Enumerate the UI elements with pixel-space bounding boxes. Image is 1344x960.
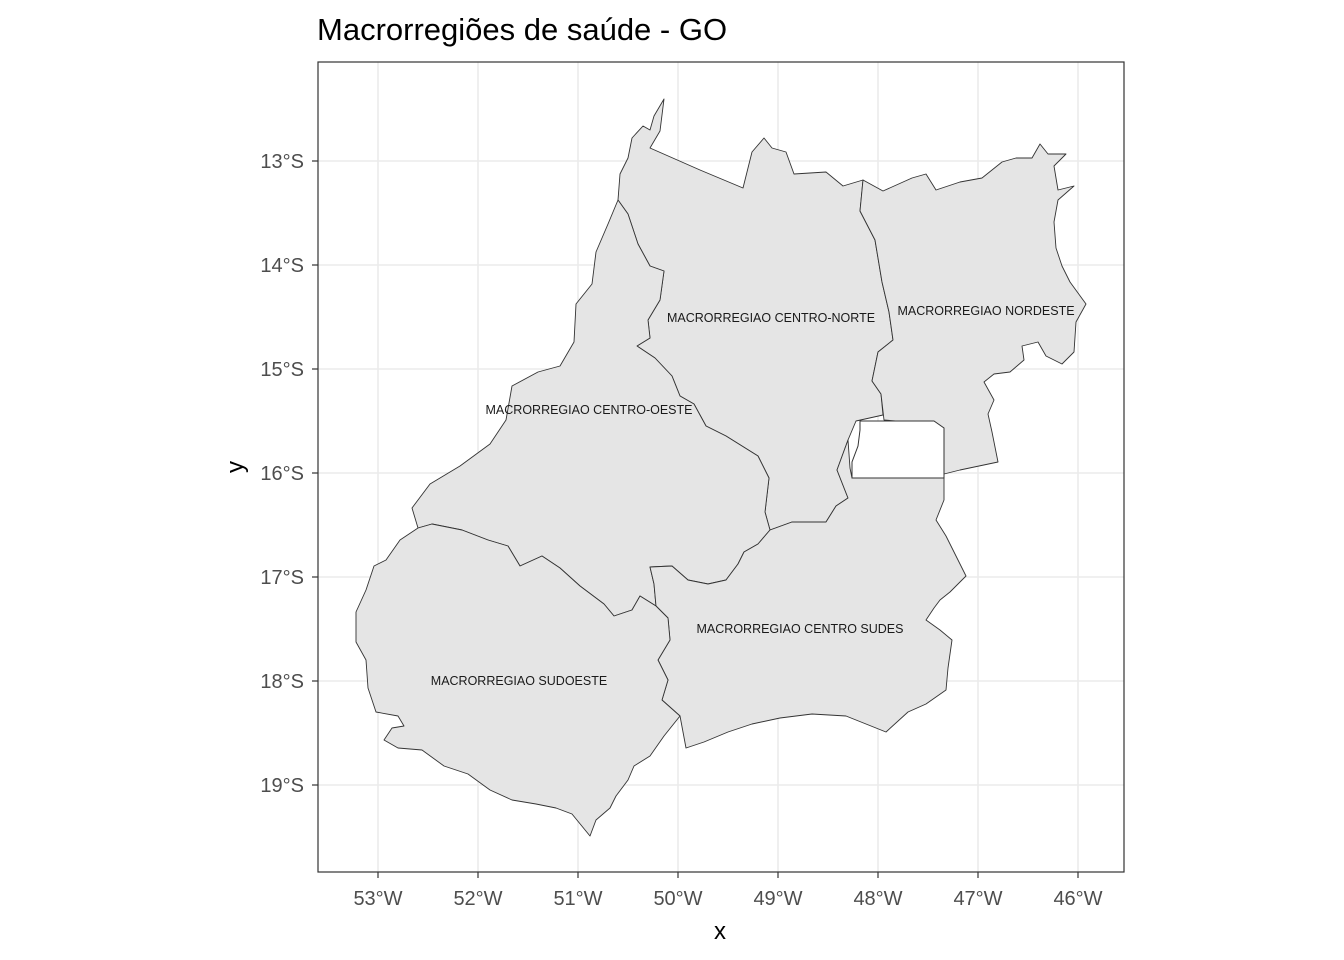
y-tick-label: 16°S bbox=[260, 463, 304, 485]
regions bbox=[355, 98, 1087, 837]
panel-border bbox=[317, 61, 1125, 873]
y-tick-label: 13°S bbox=[260, 151, 304, 173]
y-axis-title: y bbox=[222, 461, 249, 473]
region-sudoeste bbox=[355, 523, 681, 837]
region-label-nordeste: MACRORREGIAO NORDESTE bbox=[897, 304, 1074, 318]
region-label-centro-norte: MACRORREGIAO CENTRO-NORTE bbox=[667, 311, 875, 325]
map-title: Macrorregiões de saúde - GO bbox=[317, 12, 727, 47]
x-tick-label: 47°W bbox=[953, 888, 1002, 910]
y-tick-label: 18°S bbox=[260, 671, 304, 693]
region-centro-sudeste bbox=[649, 439, 967, 749]
x-tick-label: 53°W bbox=[353, 888, 402, 910]
distrito-federal-area bbox=[851, 420, 945, 479]
y-tick-label: 15°S bbox=[260, 359, 304, 381]
x-tick-label: 48°W bbox=[853, 888, 902, 910]
region-label-centro-oeste: MACRORREGIAO CENTRO-OESTE bbox=[486, 403, 693, 417]
y-tick-label: 17°S bbox=[260, 567, 304, 589]
x-tick-label: 51°W bbox=[553, 888, 602, 910]
region-label-centro-sudeste: MACRORREGIAO CENTRO SUDES bbox=[697, 622, 904, 636]
y-tick-label: 19°S bbox=[260, 775, 304, 797]
x-tick-label: 46°W bbox=[1053, 888, 1102, 910]
y-axis: 13°S 14°S 15°S 16°S 17°S 18°S 19°S bbox=[260, 151, 318, 797]
region-nordeste bbox=[859, 143, 1087, 475]
region-label-sudoeste: MACRORREGIAO SUDOESTE bbox=[431, 674, 607, 688]
x-tick-label: 50°W bbox=[653, 888, 702, 910]
x-tick-label: 52°W bbox=[453, 888, 502, 910]
x-axis-title: x bbox=[714, 918, 726, 945]
y-tick-label: 14°S bbox=[260, 255, 304, 277]
x-tick-label: 49°W bbox=[753, 888, 802, 910]
x-axis: 53°W 52°W 51°W 50°W 49°W 48°W 47°W 46°W bbox=[353, 872, 1103, 910]
